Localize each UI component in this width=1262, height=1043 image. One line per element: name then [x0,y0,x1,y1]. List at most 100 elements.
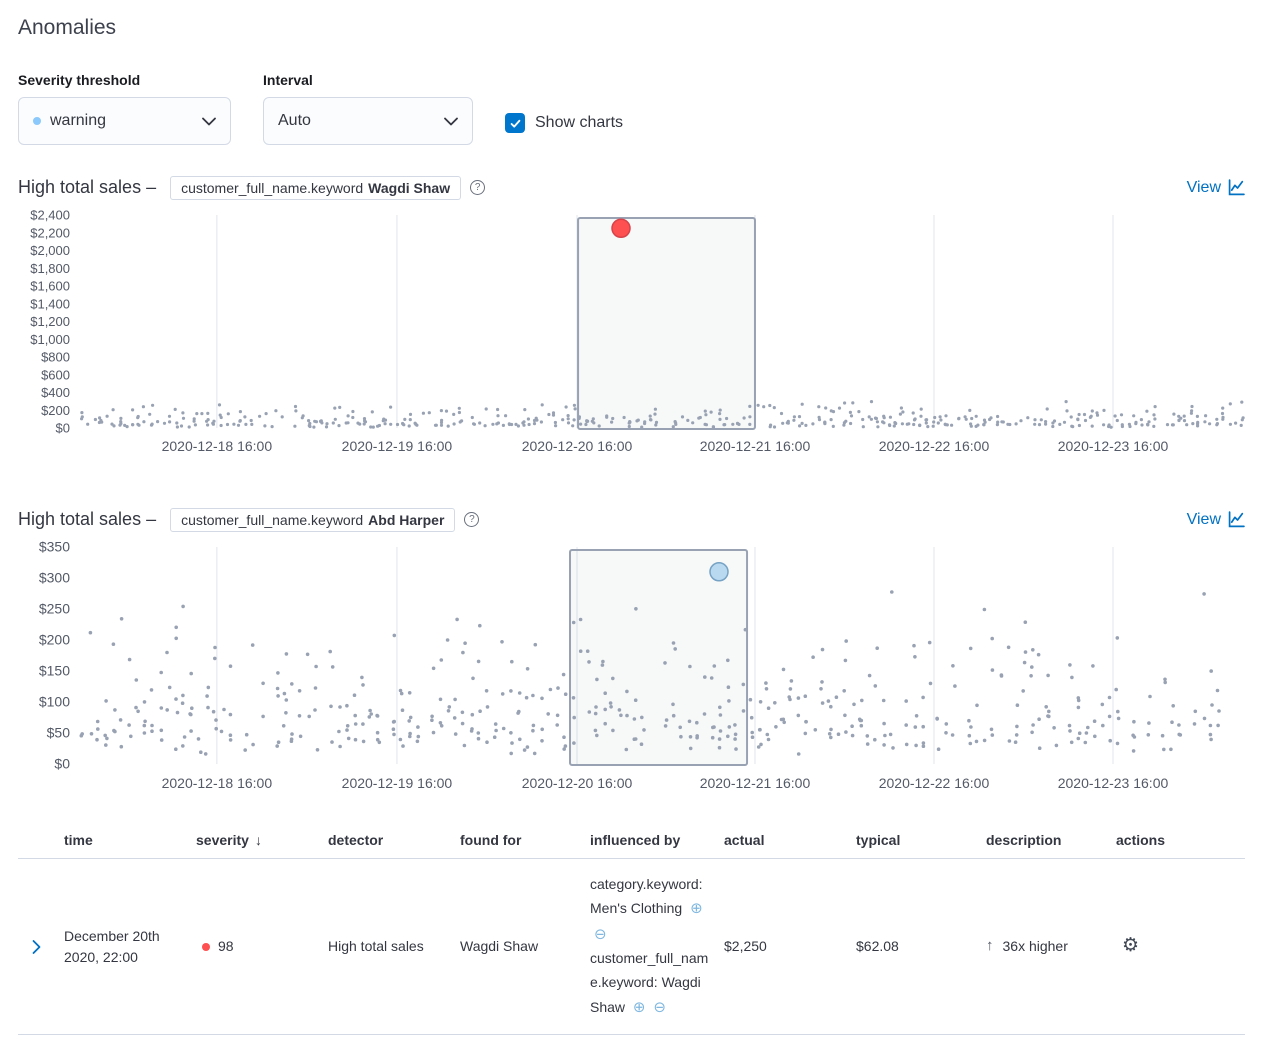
view-link[interactable]: View [1187,511,1245,529]
svg-text:$1,000: $1,000 [30,332,70,347]
influencer-text: customer_full_name.keyword: Wagdi Shaw [590,950,709,1015]
chevron-down-icon [444,117,458,125]
description-text: 36x higher [1002,938,1068,954]
column-header-found-for[interactable]: found for [460,832,522,848]
severity-threshold-select[interactable]: warning [18,97,231,145]
severity-threshold-label: Severity threshold [18,72,141,88]
svg-text:$1,200: $1,200 [30,314,70,329]
svg-text:$0: $0 [54,756,70,772]
svg-text:2020-12-18 16:00: 2020-12-18 16:00 [162,775,273,791]
svg-text:$50: $50 [47,725,71,741]
show-charts-label[interactable]: Show charts [535,114,624,131]
influencer-badge: customer_full_name.keyword Wagdi Shaw [170,175,462,200]
svg-text:$1,800: $1,800 [30,261,70,276]
view-link-label: View [1186,178,1221,196]
anomaly-scatter-chart-wagdi-shaw[interactable]: 2020-12-18 16:00 2020-12-19 16:00 2020-12-… [18,209,1245,461]
filter-for-icon[interactable]: ⊕ [690,900,703,918]
critical-severity-dot-icon [202,942,210,951]
column-header-typical[interactable]: typical [856,832,901,848]
svg-text:2020-12-19 16:00: 2020-12-19 16:00 [342,775,453,791]
chart-header: High total sales – customer_full_name.ke… [18,506,1245,533]
interval-label: Interval [263,72,313,88]
anomaly-scatter-chart-abd-harper[interactable]: 2020-12-18 16:00 2020-12-19 16:00 2020-12-… [18,541,1245,799]
column-header-actual[interactable]: actual [724,832,765,848]
actual-cell: $2,250 [724,938,767,954]
column-header-severity[interactable]: severity ↓ [196,832,328,848]
svg-text:$300: $300 [39,570,70,586]
actions-cell: ⚙ [1116,932,1245,961]
badge-field: customer_full_name.keyword [181,511,364,528]
svg-text:$150: $150 [39,663,70,679]
show-charts-control[interactable]: Show charts [505,113,623,133]
svg-text:2020-12-21 16:00: 2020-12-21 16:00 [700,438,811,454]
influencer-badge: customer_full_name.keyword Abd Harper [170,507,456,532]
severity-score: 98 [218,938,234,954]
checkmark-icon [510,119,520,128]
svg-text:2020-12-22 16:00: 2020-12-22 16:00 [879,775,990,791]
badge-value: Abd Harper [368,511,445,528]
chevron-down-icon [202,117,216,125]
svg-text:$100: $100 [39,694,70,710]
found-for-cell: Wagdi Shaw [460,938,539,954]
chart-view-icon [1228,179,1245,196]
svg-text:2020-12-19 16:00: 2020-12-19 16:00 [342,438,453,454]
description-cell: ↑ 36x higher [986,935,1116,958]
expand-row-button[interactable] [18,939,64,955]
interval-value: Auto [278,112,311,129]
sort-desc-icon: ↓ [254,832,262,848]
time-cell: December 20th 2020, 22:00 [64,927,160,965]
severity-threshold-control: Severity threshold warning [18,72,231,145]
svg-text:$2,000: $2,000 [30,243,70,258]
filter-out-icon[interactable]: ⊖ [594,925,607,943]
gear-icon[interactable]: ⚙ [1122,935,1140,957]
help-icon[interactable]: ? [464,512,480,527]
chart-view-icon [1228,511,1245,528]
svg-text:$200: $200 [41,403,70,418]
column-header-detector[interactable]: detector [328,832,384,848]
influencer-item: customer_full_name.keyword: Wagdi Shaw ⊕… [590,950,709,1016]
chart-title: High total sales – [18,509,157,529]
svg-text:$1,400: $1,400 [30,296,70,311]
warning-severity-dot-icon [33,117,41,125]
column-header-description[interactable]: description [986,832,1062,848]
svg-text:2020-12-23 16:00: 2020-12-23 16:00 [1058,775,1169,791]
severity-threshold-value: warning [50,112,107,129]
svg-text:2020-12-23 16:00: 2020-12-23 16:00 [1058,438,1169,454]
influenced-by-cell: category.keyword: Men's Clothing ⊕ ⊖ cus… [590,873,724,1021]
severity-cell: 98 [196,936,328,957]
view-link-label: View [1186,510,1221,528]
chart-header: High total sales – customer_full_name.ke… [18,174,1245,201]
anomaly-chart-block-abd-harper: High total sales – customer_full_name.ke… [18,506,1245,799]
column-header-influenced-by[interactable]: influenced by [590,832,681,848]
svg-text:$2,400: $2,400 [30,209,70,223]
view-link[interactable]: View [1187,179,1245,197]
interval-select[interactable]: Auto [263,97,473,145]
interval-control: Interval Auto [263,72,473,145]
svg-text:$1,600: $1,600 [30,279,70,294]
svg-text:$200: $200 [39,632,70,648]
column-header-severity-label: severity [196,832,249,848]
filter-for-icon[interactable]: ⊕ [632,998,646,1016]
show-charts-checkbox[interactable] [505,113,525,133]
help-icon[interactable]: ? [470,180,486,195]
column-header-time[interactable]: time [64,832,93,848]
anomaly-chart-block-wagdi-shaw: High total sales – customer_full_name.ke… [18,174,1245,461]
svg-text:$400: $400 [41,385,70,400]
svg-text:$0: $0 [56,421,70,436]
badge-field: customer_full_name.keyword [181,179,364,196]
typical-cell: $62.08 [856,938,899,954]
arrow-up-icon: ↑ [986,937,994,955]
influencer-item: category.keyword: Men's Clothing ⊕ ⊖ [590,876,703,943]
svg-text:$800: $800 [41,350,70,365]
page-title: Anomalies [18,16,117,39]
anomalies-table: time severity ↓ detector found for influ… [18,826,1245,1035]
detector-cell: High total sales [328,938,424,954]
column-header-actions: actions [1116,832,1166,848]
svg-text:$600: $600 [41,367,70,382]
svg-text:2020-12-18 16:00: 2020-12-18 16:00 [162,438,273,454]
svg-text:2020-12-22 16:00: 2020-12-22 16:00 [879,438,990,454]
filter-out-icon[interactable]: ⊖ [653,998,666,1016]
svg-text:$250: $250 [39,601,70,617]
controls-bar: Severity threshold warning Interval Auto [18,72,623,145]
